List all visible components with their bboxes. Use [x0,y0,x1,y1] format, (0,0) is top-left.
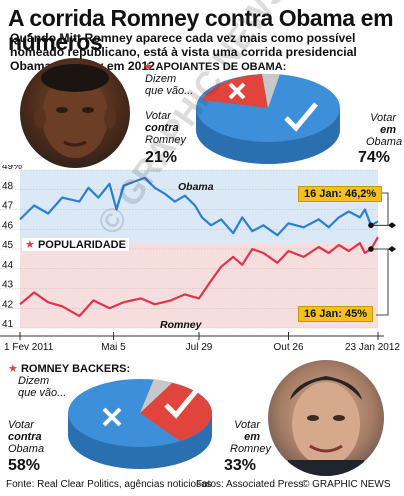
star-icon: ★ [25,239,35,251]
x-tick-label: Mai 5 [101,342,126,350]
obama-poll-question: Dizem que vão... [145,73,194,97]
star-icon: ★ [8,363,18,375]
obama-against-label-line3: Romney [145,134,186,146]
y-tick-label: 43 [2,280,14,291]
annotation-leader [370,248,389,316]
series-line-romney [19,236,379,318]
annotation-diamond [388,222,396,229]
romney-face-illustration [288,376,364,476]
romney-against-pct: 58% [8,457,41,474]
chart-legend: ★ Popularidade [22,238,129,251]
x-tick-label: Out 26 [273,342,303,350]
obama-against-label-line1: Votar [145,110,171,122]
romney-for-label-line2: em [244,431,260,443]
popularity-line-chart: 41 42 43 44 45 46 47 48 49% 1 Fev 2011 Mai 5 Jul 29… [0,165,400,350]
y-tick-label: 46 [2,220,14,231]
y-tick-label: 44 [2,260,14,271]
obama-poll-heading: ★ Apoiantes de Obama: [143,60,286,73]
romney-series-label: Romney [160,319,202,331]
footer-photos: Fotos: Associated Press [196,479,304,490]
romney-against-label-line2: contra [8,431,42,443]
y-tick-label: 48 [2,181,14,192]
obama-for-label-line2: em [380,124,396,136]
y-tick-label: 49% [2,165,22,172]
star-icon: ★ [143,61,153,73]
romney-pie-undecided-slice [140,379,172,413]
romney-poll-heading: ★ Romney backers: [8,362,130,375]
romney-callout: 16 Jan: 45% [298,306,373,322]
obama-for-label-line3: Obama [366,136,403,148]
obama-against-label: Votar contra Romney [145,110,186,146]
check-icon [164,389,198,419]
obama-poll-heading-text: Apoiantes de Obama: [155,61,287,73]
obama-against-label-line2: contra [145,122,179,134]
obama-against-pct: 21% [145,149,178,166]
romney-against-label-line3: Obama [8,443,45,455]
obama-for-label-line1: Votar [370,112,396,124]
page-subtitle: Quando Mitt Romney aparece cada vez mais… [10,31,357,73]
romney-against-label-line1: Votar [8,419,34,431]
x-tick-label: 23 Jan 2012 [345,342,400,350]
y-tick-label: 47 [2,201,14,212]
check-icon [284,102,318,132]
romney-pie-chart [68,379,212,469]
obama-for-pct: 74% [358,149,391,166]
page-title: A corrida Romney contra Obama em números [8,5,394,55]
y-tick-label: 45 [2,240,14,251]
obama-series-label: Obama [178,181,214,193]
romney-portrait [268,360,384,476]
obama-face-illustration [34,64,116,158]
footer-credit: © GRAPHIC NEWS [302,479,391,490]
chart-legend-label: Popularidade [37,239,126,251]
obama-pie-chart [196,73,340,164]
obama-for-label: Votar em Obama [366,112,402,148]
y-tick-label: 42 [2,299,14,310]
romney-against-label: Votar contra Obama [8,419,44,455]
obama-portrait [20,58,130,168]
romney-for-pct: 33% [224,457,257,474]
x-icon [228,82,246,100]
chart-bg-top [20,170,378,244]
romney-for-label: Votar em Romney [230,419,271,455]
romney-for-label-line1: Votar [234,419,260,431]
romney-poll-heading-text: Romney backers: [20,363,131,375]
y-tick-label: 41 [2,319,14,330]
annotation-diamond [388,246,396,252]
footer-sources: Fonte: Real Clear Politics, agências not… [6,479,212,490]
romney-poll-question: Dizem que vão... [18,375,67,399]
x-tick-label: 1 Fev 2011 [4,342,54,350]
obama-callout: 16 Jan: 46,2% [298,186,383,202]
romney-for-label-line3: Romney [230,443,271,455]
x-icon [102,407,122,427]
obama-pie-undecided-slice [262,73,280,108]
x-tick-label: Jul 29 [186,342,213,350]
series-line-obama [19,176,379,237]
